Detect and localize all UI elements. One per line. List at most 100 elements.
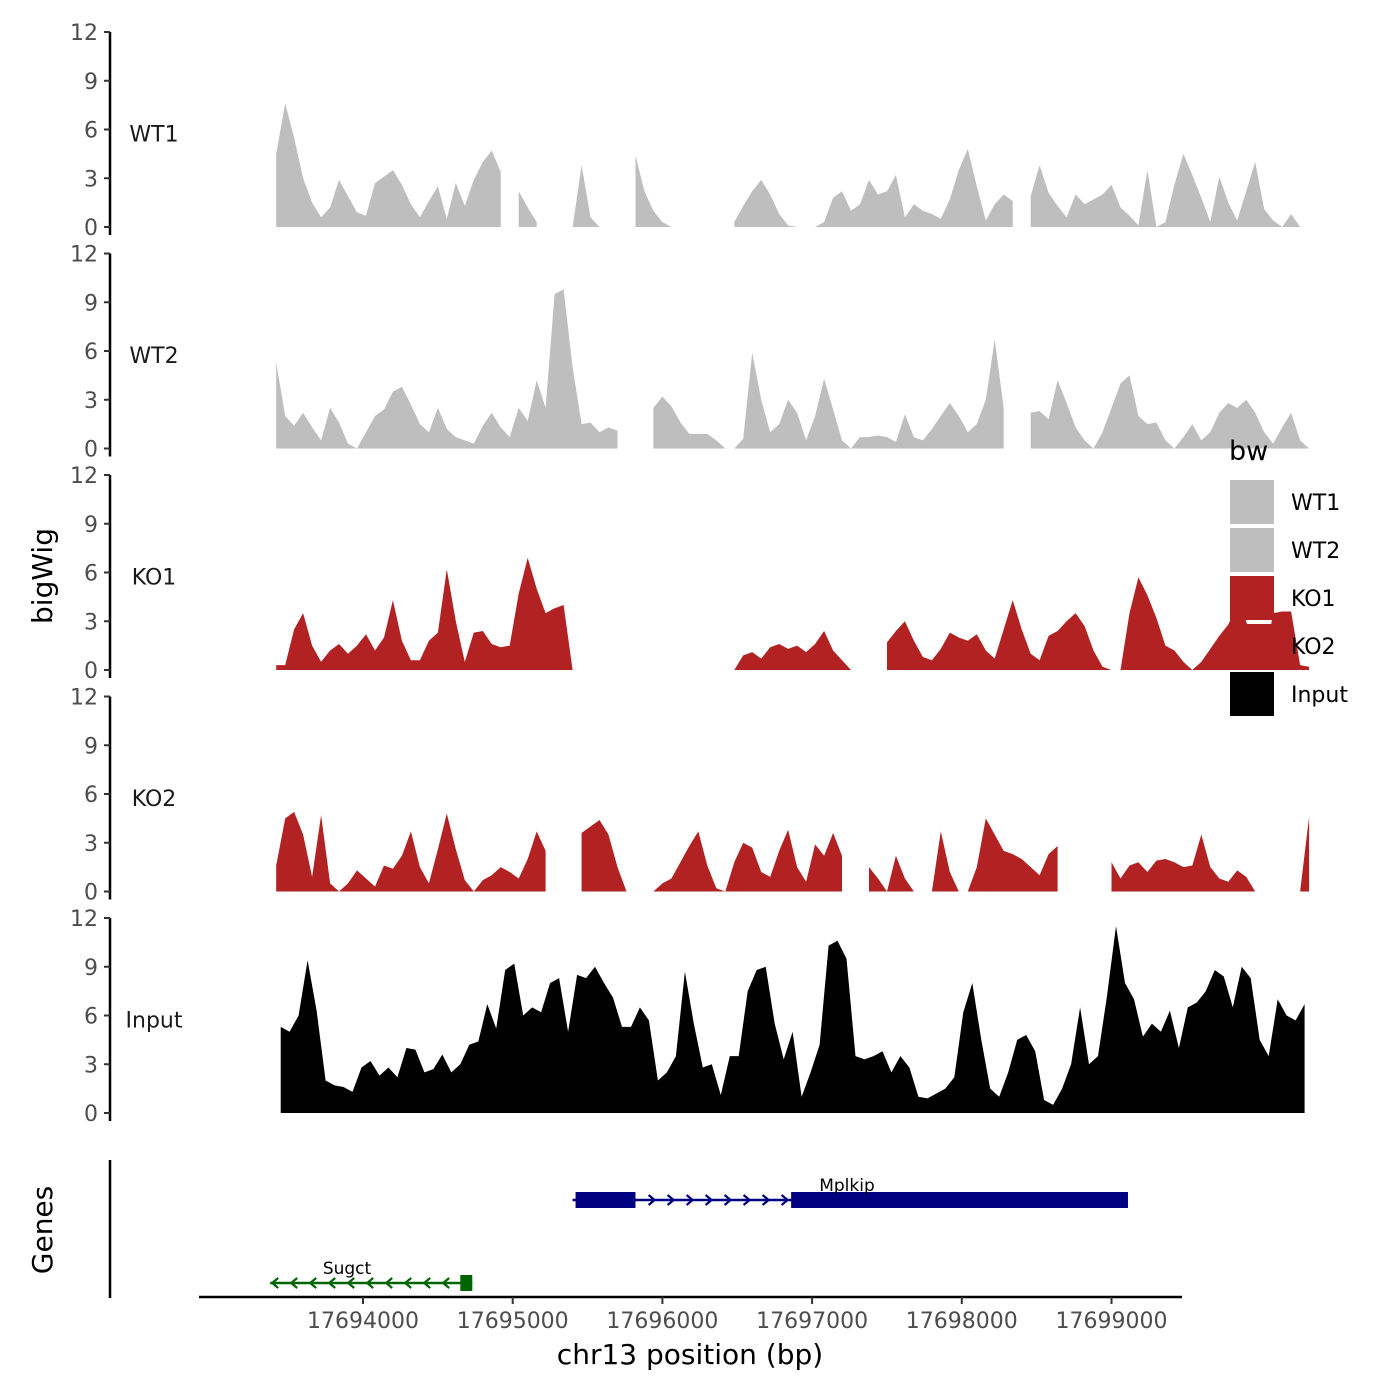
coverage-area-ko1 [276,557,573,670]
strand-arrow-icon [422,1277,431,1289]
coverage-area-wt2 [276,289,618,449]
track-ko2: 0 3 6 9 12 KO2 [70,686,1310,906]
y-tick-label: 6 [84,783,98,808]
track-wt1: 0 3 6 9 12 WT1 [70,21,1301,241]
legend-swatch-ko1 [1230,576,1274,620]
y-tick-label: 3 [84,610,98,635]
track-label: KO2 [132,787,177,812]
genes-track: Sugct Mplkip [108,1160,1128,1298]
coverage-area-input [280,926,1305,1113]
strand-arrow-icon [647,1194,657,1206]
y-tick-label: 9 [84,956,98,981]
strand-arrow-icon [685,1194,695,1206]
track-label: WT1 [129,123,178,148]
legend-label-ko2: KO2 [1291,635,1336,660]
legend-label-input: Input [1291,683,1348,708]
tracks-group: 0 3 6 9 12 WT1 0 3 6 9 12 WT2 0 3 6 9 12 KO1 0 3 6 9 12 KO2 0 3 6 9… [70,21,1310,1127]
gene-exon [575,1192,636,1208]
y-tick-label: 12 [70,21,98,46]
coverage-area-ko2 [869,818,1058,892]
track-wt2: 0 3 6 9 12 WT2 [70,243,1310,463]
y-tick-label: 12 [70,243,98,268]
coverage-area-ko2 [276,811,546,892]
y-tick-label: 9 [84,70,98,95]
coverage-area-ko2 [581,820,842,892]
coverage-area-wt1 [554,165,600,227]
legend-swatch-ko2 [1230,624,1274,668]
y-tick-label: 0 [84,438,98,463]
coverage-area-wt1 [518,191,537,227]
y-tick-label: 9 [84,513,98,538]
gene-exon [460,1275,473,1291]
strand-arrow-icon [289,1277,298,1289]
strand-arrow-icon [384,1277,393,1289]
y-tick-label: 3 [84,167,98,192]
strand-arrow-icon [666,1194,676,1206]
y-tick-label: 0 [84,1102,98,1127]
y-tick-label: 3 [84,1053,98,1078]
track-label: KO1 [132,566,177,591]
y-tick-label: 3 [84,832,98,857]
y-tick-label: 9 [84,291,98,316]
track-label: WT2 [129,344,178,369]
x-tick-label: 17698000 [906,1309,1018,1334]
gene-label: Sugct [323,1259,372,1279]
coverage-area-wt1 [635,155,708,227]
legend: bw WT1 WT2 KO1 KO2 Input [1229,436,1348,716]
gene-label: Mplkip [819,1176,875,1196]
strand-arrow-icon [723,1194,733,1206]
x-tick-label: 17694000 [307,1309,419,1334]
strand-arrow-icon [327,1277,336,1289]
legend-label-wt1: WT1 [1291,491,1340,516]
x-tick-label: 17696000 [606,1309,718,1334]
coverage-area-wt2 [1030,375,1310,449]
y-tick-label: 12 [70,464,98,489]
strand-arrow-icon [403,1277,412,1289]
legend-swatch-wt2 [1230,528,1274,572]
legend-label-ko1: KO1 [1291,587,1336,612]
y-tick-label: 3 [84,389,98,414]
strand-arrow-icon [704,1194,714,1206]
strand-arrow-icon [742,1194,752,1206]
y-tick-label: 6 [84,1005,98,1030]
y-tick-label: 6 [84,340,98,365]
y-tick-label: 0 [84,659,98,684]
y-tick-label: 12 [70,686,98,711]
gene-sugct: Sugct [270,1259,473,1291]
legend-title: bw [1229,436,1268,467]
strand-arrow-icon [308,1277,317,1289]
y-tick-label: 9 [84,734,98,759]
strand-arrow-icon [780,1194,790,1206]
x-axis-title: chr13 position (bp) [557,1338,823,1371]
x-tick-label: 17699000 [1056,1309,1168,1334]
y-axis-title: bigWig [26,528,59,624]
y-tick-label: 12 [70,907,98,932]
y-tick-label: 0 [84,881,98,906]
gene-exon [791,1192,1128,1208]
coverage-area-wt1 [734,149,1013,227]
strand-arrow-icon [346,1277,355,1289]
y-tick-label: 6 [84,119,98,144]
coverage-area-ko1 [662,631,869,670]
legend-swatch-input [1230,672,1274,716]
track-input: 0 3 6 9 12 Input [70,907,1305,1127]
strand-arrow-icon [365,1277,374,1289]
coverage-area-ko2 [1111,816,1310,892]
track-ko1: 0 3 6 9 12 KO1 [70,464,1310,684]
y-tick-label: 0 [84,216,98,241]
genes-axis-title: Genes [26,1186,59,1274]
track-label: Input [126,1009,183,1034]
x-tick-label: 17697000 [756,1309,868,1334]
coverage-area-wt2 [653,339,1004,449]
coverage-area-wt1 [1030,153,1301,227]
y-tick-label: 6 [84,562,98,587]
legend-swatch-wt1 [1230,480,1274,524]
x-tick-label: 17695000 [457,1309,569,1334]
strand-arrow-icon [441,1277,450,1289]
strand-arrow-icon [270,1277,279,1289]
coverage-area-wt1 [276,103,501,227]
legend-label-wt2: WT2 [1291,539,1340,564]
x-axis: 17694000 17695000 17696000 17697000 17698000… [199,1295,1182,1334]
strand-arrow-icon [761,1194,771,1206]
